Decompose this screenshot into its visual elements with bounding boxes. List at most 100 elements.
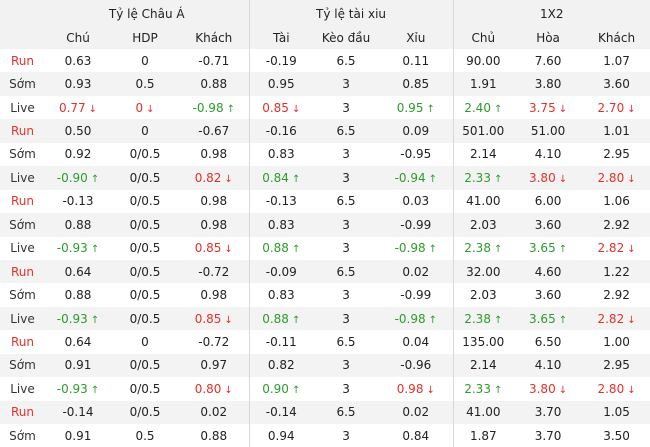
odds-cell-asian-home[interactable]: 0.63 <box>45 49 111 72</box>
odds-cell-over[interactable]: 0.94 <box>248 424 314 447</box>
odds-cell-home-win[interactable]: 2.33 ↑ <box>452 377 514 401</box>
odds-cell-hdp[interactable]: 0/0.5 <box>111 283 179 306</box>
odds-cell-draw[interactable]: 3.65 ↑ <box>513 306 584 331</box>
odds-cell-under[interactable]: 0.04 <box>379 330 453 353</box>
odds-cell-under[interactable]: -0.99 <box>379 213 454 237</box>
odds-cell-away-win[interactable]: 2.80 ↓ <box>583 377 650 400</box>
odds-cell-line[interactable]: 3 <box>313 283 379 306</box>
odds-cell-draw[interactable]: 3.80 <box>513 72 584 96</box>
odds-cell-draw[interactable]: 3.60 <box>513 213 584 237</box>
odds-cell-asian-away[interactable]: -0.67 <box>179 119 250 143</box>
odds-cell-over[interactable]: 0.83 <box>248 213 314 237</box>
odds-cell-away-win[interactable]: 1.22 <box>583 259 650 284</box>
odds-cell-draw[interactable]: 3.80 ↓ <box>513 166 584 190</box>
odds-cell-home-win[interactable]: 501.00 <box>452 119 514 143</box>
odds-cell-line[interactable]: 3 <box>313 306 380 331</box>
odds-cell-under[interactable]: 0.11 <box>379 49 453 72</box>
odds-cell-away-win[interactable]: 1.05 <box>583 400 650 424</box>
odds-cell-asian-home[interactable]: -0.14 <box>45 400 111 424</box>
odds-cell-asian-away[interactable]: 0.85 ↓ <box>179 237 249 260</box>
odds-cell-home-win[interactable]: 2.14 <box>452 353 514 378</box>
odds-cell-hdp[interactable]: 0/0.5 <box>111 143 179 166</box>
odds-cell-away-win[interactable]: 2.95 <box>583 353 650 378</box>
odds-cell-draw[interactable]: 3.70 <box>513 400 584 424</box>
odds-cell-under[interactable]: 0.95 ↑ <box>379 96 453 119</box>
odds-cell-home-win[interactable]: 2.03 <box>452 213 514 237</box>
odds-cell-home-win[interactable]: 1.87 <box>452 424 514 447</box>
odds-cell-hdp[interactable]: 0/0.5 <box>111 190 179 213</box>
odds-cell-hdp[interactable]: 0/0.5 <box>111 259 179 284</box>
odds-cell-asian-home[interactable]: 0.91 <box>45 424 111 447</box>
odds-cell-away-win[interactable]: 1.01 <box>583 119 650 143</box>
odds-cell-away-win[interactable]: 2.80 ↓ <box>583 166 650 190</box>
odds-cell-line[interactable]: 6.5 <box>313 190 379 213</box>
odds-cell-hdp[interactable]: 0/0.5 <box>111 237 179 260</box>
odds-cell-over[interactable]: 0.83 <box>248 142 314 167</box>
odds-cell-under[interactable]: 0.02 <box>379 259 454 284</box>
odds-cell-over[interactable]: 0.88 ↑ <box>248 236 314 260</box>
odds-cell-draw[interactable]: 4.10 <box>513 143 583 166</box>
odds-cell-hdp[interactable]: 0/0.5 <box>111 213 179 237</box>
odds-cell-asian-away[interactable]: 0.98 <box>179 190 249 213</box>
odds-cell-draw[interactable]: 3.60 <box>513 283 583 306</box>
odds-cell-asian-home[interactable]: 0.77 ↓ <box>45 96 111 119</box>
odds-cell-home-win[interactable]: 2.40 ↑ <box>452 95 514 120</box>
odds-cell-hdp[interactable]: 0 ↓ <box>111 96 179 119</box>
odds-cell-away-win[interactable]: 2.82 ↓ <box>583 237 650 260</box>
odds-cell-hdp[interactable]: 0/0.5 <box>111 377 179 400</box>
odds-cell-hdp[interactable]: 0 <box>111 119 179 143</box>
odds-cell-away-win[interactable]: 2.92 <box>583 283 650 306</box>
odds-cell-away-win[interactable]: 3.50 <box>583 424 650 447</box>
odds-cell-asian-away[interactable]: 0.97 <box>179 353 250 378</box>
odds-cell-draw[interactable]: 3.80 ↓ <box>513 377 583 400</box>
odds-cell-under[interactable]: 0.03 <box>379 190 453 213</box>
odds-cell-asian-home[interactable]: -0.93 ↑ <box>45 306 111 331</box>
odds-cell-home-win[interactable]: 2.38 ↑ <box>452 236 514 260</box>
odds-cell-asian-home[interactable]: 0.91 <box>45 353 111 378</box>
odds-cell-asian-away[interactable]: 0.82 ↓ <box>179 166 250 190</box>
odds-cell-over[interactable]: 0.84 ↑ <box>248 166 314 190</box>
odds-cell-home-win[interactable]: 2.14 <box>452 142 514 167</box>
odds-cell-asian-away[interactable]: 0.88 <box>179 72 250 96</box>
odds-cell-line[interactable]: 6.5 <box>313 259 380 284</box>
odds-cell-draw[interactable]: 7.60 <box>513 49 583 72</box>
odds-cell-asian-away[interactable]: -0.72 <box>179 330 249 353</box>
odds-cell-away-win[interactable]: 1.00 <box>583 330 650 353</box>
odds-cell-line[interactable]: 3 <box>313 424 379 447</box>
odds-cell-under[interactable]: -0.95 <box>379 143 453 166</box>
odds-cell-line[interactable]: 3 <box>313 143 379 166</box>
odds-cell-away-win[interactable]: 2.70 ↓ <box>583 96 650 119</box>
odds-cell-under[interactable]: -0.96 <box>379 353 454 378</box>
odds-cell-line[interactable]: 3 <box>313 353 380 378</box>
odds-cell-line[interactable]: 3 <box>313 72 380 96</box>
odds-cell-asian-away[interactable]: -0.71 <box>179 49 249 72</box>
odds-cell-line[interactable]: 6.5 <box>313 119 380 143</box>
odds-cell-over[interactable]: -0.14 <box>248 400 314 424</box>
odds-cell-draw[interactable]: 3.65 ↑ <box>513 237 583 260</box>
odds-cell-asian-home[interactable]: 0.50 <box>45 119 111 143</box>
odds-cell-asian-away[interactable]: 0.88 <box>179 424 249 447</box>
odds-cell-asian-away[interactable]: 0.85 ↓ <box>179 306 250 331</box>
odds-cell-home-win[interactable]: 2.33 ↑ <box>452 166 514 190</box>
odds-cell-home-win[interactable]: 90.00 <box>452 49 514 73</box>
odds-cell-hdp[interactable]: 0/0.5 <box>111 353 179 378</box>
odds-cell-asian-away[interactable]: -0.72 <box>179 259 250 284</box>
odds-cell-under[interactable]: -0.99 <box>379 283 453 306</box>
odds-cell-draw[interactable]: 51.00 <box>513 119 584 143</box>
odds-cell-away-win[interactable]: 3.60 <box>583 72 650 96</box>
odds-cell-under[interactable]: -0.98 ↑ <box>379 306 454 331</box>
odds-cell-asian-home[interactable]: 0.88 <box>45 283 111 306</box>
odds-cell-asian-away[interactable]: -0.98 ↑ <box>179 96 249 119</box>
odds-cell-asian-away[interactable]: 0.98 <box>179 213 250 237</box>
odds-cell-line[interactable]: 3 <box>313 213 380 237</box>
odds-cell-asian-away[interactable]: 0.98 <box>179 143 249 166</box>
odds-cell-over[interactable]: -0.09 <box>248 259 314 284</box>
odds-cell-line[interactable]: 3 <box>313 377 379 400</box>
odds-cell-hdp[interactable]: 0.5 <box>111 72 179 96</box>
odds-cell-draw[interactable]: 6.00 <box>513 190 583 213</box>
odds-cell-over[interactable]: -0.16 <box>248 119 314 143</box>
odds-cell-over[interactable]: 0.88 ↑ <box>248 306 314 331</box>
odds-cell-line[interactable]: 3 <box>313 96 379 119</box>
odds-cell-over[interactable]: -0.13 <box>248 189 314 214</box>
odds-cell-asian-home[interactable]: 0.88 <box>45 213 111 237</box>
